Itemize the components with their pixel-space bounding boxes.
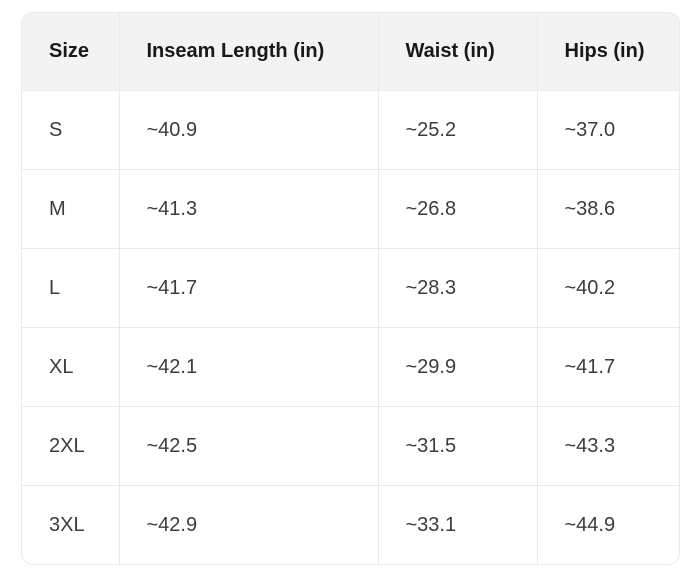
- hips-cell: ~40.2: [537, 248, 679, 328]
- size-cell: M: [22, 169, 120, 249]
- inseam-cell: ~41.3: [119, 169, 379, 249]
- table-row: M ~41.3 ~26.8 ~38.6: [22, 169, 679, 249]
- hips-cell: ~38.6: [537, 169, 679, 249]
- size-cell: L: [22, 248, 120, 328]
- inseam-cell: ~40.9: [119, 90, 379, 170]
- size-cell: 2XL: [22, 406, 120, 486]
- table-row: 3XL ~42.9 ~33.1 ~44.9: [22, 485, 679, 564]
- table-row: L ~41.7 ~28.3 ~40.2: [22, 248, 679, 328]
- size-cell: 3XL: [22, 485, 120, 564]
- waist-cell: ~29.9: [378, 327, 538, 407]
- column-header-waist: Waist (in): [378, 13, 538, 91]
- column-header-inseam: Inseam Length (in): [119, 13, 379, 91]
- inseam-cell: ~41.7: [119, 248, 379, 328]
- waist-cell: ~28.3: [378, 248, 538, 328]
- waist-cell: ~33.1: [378, 485, 538, 564]
- column-header-size: Size: [22, 13, 120, 91]
- size-chart-card: Size Inseam Length (in) Waist (in) Hips …: [21, 12, 680, 565]
- table-row: 2XL ~42.5 ~31.5 ~43.3: [22, 406, 679, 486]
- column-header-hips: Hips (in): [537, 13, 679, 91]
- table-row: S ~40.9 ~25.2 ~37.0: [22, 90, 679, 170]
- hips-cell: ~37.0: [537, 90, 679, 170]
- waist-cell: ~31.5: [378, 406, 538, 486]
- waist-cell: ~26.8: [378, 169, 538, 249]
- inseam-cell: ~42.9: [119, 485, 379, 564]
- hips-cell: ~41.7: [537, 327, 679, 407]
- inseam-cell: ~42.5: [119, 406, 379, 486]
- waist-cell: ~25.2: [378, 90, 538, 170]
- inseam-cell: ~42.1: [119, 327, 379, 407]
- hips-cell: ~43.3: [537, 406, 679, 486]
- size-cell: S: [22, 90, 120, 170]
- table-row: XL ~42.1 ~29.9 ~41.7: [22, 327, 679, 407]
- size-chart-table: Size Inseam Length (in) Waist (in) Hips …: [22, 13, 679, 564]
- size-cell: XL: [22, 327, 120, 407]
- hips-cell: ~44.9: [537, 485, 679, 564]
- header-row: Size Inseam Length (in) Waist (in) Hips …: [22, 13, 679, 91]
